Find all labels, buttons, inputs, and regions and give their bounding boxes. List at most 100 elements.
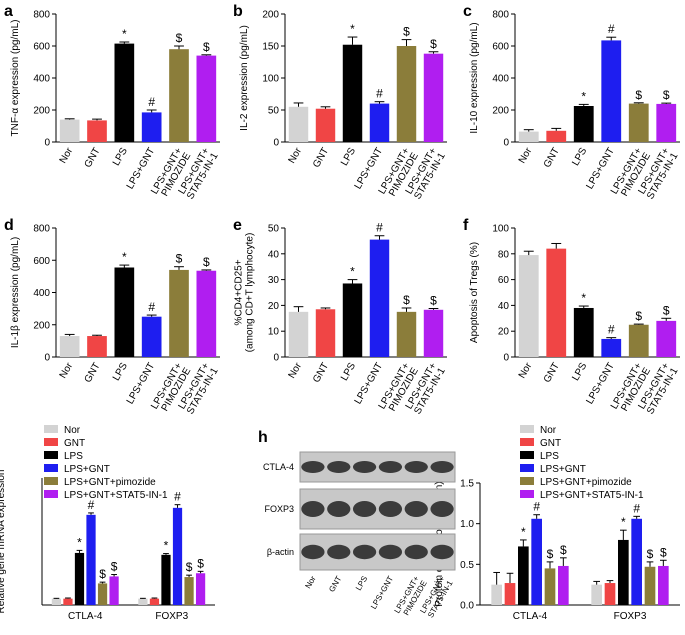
error-bar	[551, 128, 561, 130]
y-tick-label: 0	[273, 138, 279, 149]
bar	[591, 585, 602, 605]
significance-mark: *	[164, 539, 169, 553]
x-tick-label: LPS	[111, 361, 130, 383]
significance-mark: $	[403, 25, 410, 39]
bar	[558, 566, 569, 605]
error-bar	[620, 530, 627, 540]
blot-band	[430, 461, 453, 473]
bar	[424, 310, 443, 357]
bar	[169, 270, 189, 357]
legend-swatch	[44, 438, 58, 446]
x-tick-label: Nor	[287, 145, 305, 165]
legend-label: GNT	[540, 438, 561, 449]
blot-lane-label: GNT	[327, 574, 343, 593]
legend-swatch	[520, 451, 534, 459]
error-bar	[375, 102, 385, 104]
significance-mark: #	[633, 501, 640, 515]
bar	[52, 599, 61, 605]
bar	[316, 109, 335, 142]
legend-swatch	[520, 425, 534, 433]
bar	[518, 546, 529, 605]
bar	[629, 104, 649, 142]
bar	[546, 131, 566, 142]
error-bar	[201, 270, 211, 271]
bar	[289, 107, 308, 142]
significance-mark: $	[111, 560, 118, 574]
legend-swatch	[520, 464, 534, 472]
y-tick-label: 400	[33, 74, 50, 85]
panel-letter: a	[4, 3, 13, 20]
significance-mark: *	[350, 265, 355, 279]
legend-swatch	[44, 425, 58, 433]
error-bar	[661, 318, 671, 321]
y-axis-title: IL-2 expression (pg/mL)	[239, 25, 250, 131]
error-bar	[198, 571, 204, 573]
legend-label: Nor	[64, 425, 81, 436]
blot-band	[353, 545, 376, 559]
bar	[289, 312, 308, 357]
bar	[656, 104, 676, 142]
error-bar	[524, 251, 534, 255]
blot-band	[327, 545, 350, 559]
y-tick-label: 50	[268, 106, 280, 117]
bar	[138, 599, 147, 605]
significance-mark: *	[77, 535, 82, 549]
blot-band	[301, 461, 324, 473]
legend-label: LPS	[540, 451, 559, 462]
significance-mark: #	[608, 22, 615, 36]
y-tick-label: 40	[498, 301, 510, 312]
y-tick-label: 20	[498, 327, 510, 338]
error-bar	[375, 236, 385, 240]
blot-band	[301, 501, 324, 517]
significance-mark: *	[621, 515, 626, 529]
x-tick-label: GNT	[542, 146, 562, 170]
bar	[184, 577, 193, 605]
error-bar	[579, 104, 589, 106]
error-bar	[402, 40, 412, 46]
error-bar	[294, 103, 304, 107]
legend-label: LPS+GNT+STAT5-IN-1	[540, 490, 644, 501]
significance-mark: *	[122, 27, 127, 41]
y-tick-label: 200	[33, 320, 50, 331]
significance-mark: #	[608, 323, 615, 337]
blot-band	[430, 545, 453, 559]
significance-mark: $	[660, 545, 667, 559]
bar	[343, 45, 362, 142]
error-bar	[92, 335, 102, 336]
y-tick-label: 200	[492, 106, 509, 117]
error-bar	[65, 598, 71, 599]
significance-mark: $	[647, 547, 654, 561]
significance-mark: $	[663, 303, 670, 317]
y-axis-title: IL-1β expression (pg/mL)	[10, 237, 21, 348]
significance-mark: #	[376, 221, 383, 235]
bar	[656, 321, 676, 357]
bar	[645, 567, 656, 605]
significance-mark: #	[533, 500, 540, 514]
y-tick-label: 80	[498, 249, 510, 260]
bar	[63, 599, 72, 605]
y-axis-title: IL-10 expression (pg/mL)	[469, 22, 480, 133]
legend-swatch	[520, 490, 534, 498]
error-bar	[493, 572, 500, 584]
y-tick-label: 600	[492, 42, 509, 53]
y-axis-title: Apoptosis of Tregs (%)	[469, 242, 480, 343]
blot-lane-label: LPS	[354, 575, 369, 593]
bar	[98, 583, 107, 605]
x-tick-label: LPS	[339, 146, 358, 168]
significance-mark: $	[203, 255, 210, 269]
y-tick-label: 1.0	[460, 519, 474, 530]
significance-mark: $	[403, 293, 410, 307]
blot-band	[327, 501, 350, 517]
x-tick-label: Nor	[287, 360, 305, 380]
error-bar	[348, 280, 358, 284]
bar	[370, 240, 389, 357]
significance-mark: *	[521, 525, 526, 539]
x-tick-label: CTLA-4	[513, 611, 548, 622]
significance-mark: $	[186, 560, 193, 574]
legend-label: LPS+GNT	[64, 464, 110, 475]
error-bar	[147, 110, 157, 112]
bar	[370, 104, 389, 142]
error-bar	[174, 46, 184, 49]
error-bar	[77, 550, 83, 553]
blot-band	[430, 501, 453, 517]
